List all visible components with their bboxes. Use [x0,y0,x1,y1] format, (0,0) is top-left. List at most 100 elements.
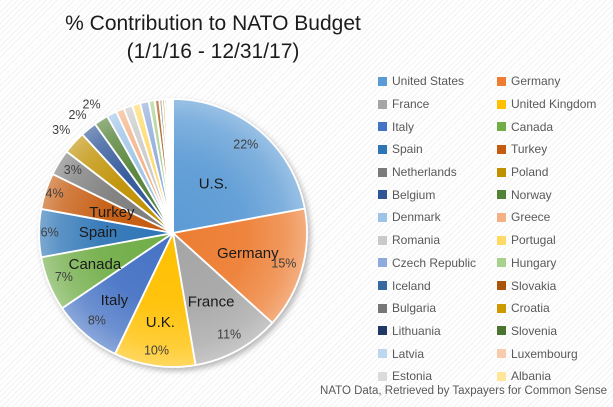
legend-label: Denmark [392,210,441,225]
legend-swatch [378,167,387,177]
legend-swatch [497,212,506,222]
slice-name-label: U.K. [146,314,175,331]
legend-item-united-kingdom[interactable]: United Kingdom [497,93,596,116]
legend-swatch [497,167,506,177]
legend-item-albania[interactable]: Albania [497,365,596,388]
legend-label: Slovenia [511,323,558,338]
legend-item-slovenia[interactable]: Slovenia [497,320,596,343]
legend-label: Iceland [392,278,431,293]
legend-swatch [497,122,506,132]
pie-sheen-overlay [39,99,307,367]
legend-swatch [497,281,506,291]
slice-pct-label: 2% [68,108,86,122]
legend-swatch [378,303,387,313]
legend-label: Belgium [392,187,436,202]
legend-item-iceland[interactable]: Iceland [378,274,497,297]
legend-label: Portugal [511,233,556,248]
slice-pct-label: 8% [88,314,106,328]
legend-swatch [497,235,506,245]
legend-item-romania[interactable]: Romania [378,229,497,252]
legend-item-hungary[interactable]: Hungary [497,252,596,275]
legend-label: Czech Republic [392,255,477,270]
legend-swatch [378,371,387,381]
chart-title-line1: % Contribution to NATO Budget [65,12,361,35]
legend-label: France [392,97,430,112]
legend-label: United States [392,74,465,89]
legend-item-norway[interactable]: Norway [497,183,596,206]
slice-name-label: Turkey [89,204,135,221]
slice-pct-label: 2% [83,98,101,112]
slice-name-label: U.S. [199,176,228,193]
legend-label: Bulgaria [392,301,437,316]
legend-item-denmark[interactable]: Denmark [378,206,497,229]
legend-label: Estonia [392,369,433,384]
legend-item-greece[interactable]: Greece [497,206,596,229]
slice-name-label: France [188,293,235,310]
slice-pct-label: 3% [64,163,82,177]
legend-swatch [378,349,387,359]
legend-label: Lithuania [392,323,441,338]
chart-legend: United States Germany France United Kingdom… [378,70,596,388]
slice-pct-label: 11% [217,327,241,341]
legend-item-bulgaria[interactable]: Bulgaria [378,297,497,320]
legend-label: Italy [392,119,415,134]
legend-item-czech-republic[interactable]: Czech Republic [378,252,497,275]
slice-pct-label: 4% [46,186,64,200]
legend-item-netherlands[interactable]: Netherlands [378,161,497,184]
legend-swatch [378,235,387,245]
slice-name-label: Canada [69,256,122,273]
slice-name-label: Spain [79,224,117,241]
legend-swatch [378,190,387,200]
slice-name-label: Germany [217,245,279,262]
legend-item-lithuania[interactable]: Lithuania [378,320,497,343]
legend-label: Romania [392,233,441,248]
legend-label: Poland [511,165,549,180]
legend-swatch [497,99,506,109]
legend-label: Albania [511,369,552,384]
legend-label: Spain [392,142,423,157]
source-caption: NATO Data, Retrieved by Taxpayers for Co… [320,385,607,397]
legend-item-croatia[interactable]: Croatia [497,297,596,320]
legend-label: Canada [511,119,554,134]
slice-pct-label: 15% [271,257,296,271]
legend-swatch [378,258,387,268]
legend-label: Luxembourg [511,346,578,361]
legend-item-slovakia[interactable]: Slovakia [497,274,596,297]
slice-pct-label: 22% [233,138,258,152]
legend-swatch [378,99,387,109]
legend-item-france[interactable]: France [378,93,497,116]
legend-label: Slovakia [511,278,557,293]
legend-label: Latvia [392,346,425,361]
slice-pct-label: 10% [144,343,169,357]
legend-item-germany[interactable]: Germany [497,70,596,93]
legend-swatch [497,371,506,381]
legend-item-turkey[interactable]: Turkey [497,138,596,161]
slice-name-label: Italy [101,292,129,309]
legend-swatch [378,122,387,132]
chart-title-line2: (1/1/16 - 12/31/17) [126,40,300,63]
legend-item-italy[interactable]: Italy [378,115,497,138]
legend-swatch [497,258,506,268]
legend-swatch [378,326,387,336]
legend-label: Turkey [511,142,548,157]
legend-item-spain[interactable]: Spain [378,138,497,161]
legend-swatch [497,76,506,86]
legend-label: Hungary [511,255,557,270]
legend-item-belgium[interactable]: Belgium [378,183,497,206]
legend-label: Norway [511,187,552,202]
legend-swatch [378,281,387,291]
slice-pct-label: 6% [41,225,59,239]
legend-item-portugal[interactable]: Portugal [497,229,596,252]
slice-pct-label: 3% [52,123,70,137]
legend-item-estonia[interactable]: Estonia [378,365,497,388]
legend-label: Croatia [511,301,550,316]
legend-item-luxembourg[interactable]: Luxembourg [497,342,596,365]
legend-label: United Kingdom [511,97,597,112]
legend-item-poland[interactable]: Poland [497,161,596,184]
legend-item-united-states[interactable]: United States [378,70,497,93]
legend-swatch [497,190,506,200]
legend-item-canada[interactable]: Canada [497,115,596,138]
legend-item-latvia[interactable]: Latvia [378,342,497,365]
legend-swatch [378,212,387,222]
